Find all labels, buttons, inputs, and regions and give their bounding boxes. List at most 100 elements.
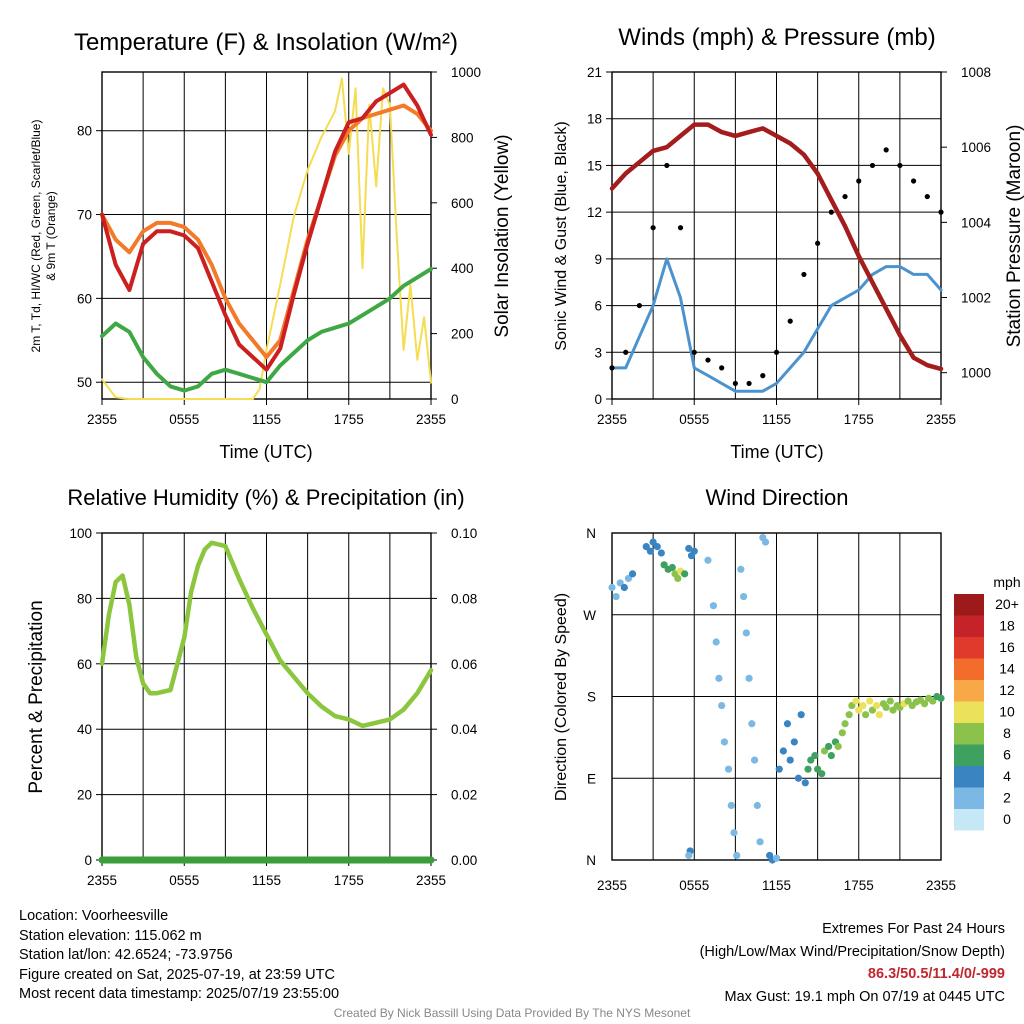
legend-swatch <box>954 701 984 723</box>
direction-point <box>685 851 693 860</box>
chart-title: Winds (mph) & Pressure (mb) <box>618 24 935 51</box>
direction-point <box>824 742 833 751</box>
y-tick-label-left: 12 <box>587 205 602 220</box>
y-tick-label-left: 20 <box>77 788 92 803</box>
legend-title: mph <box>993 574 1020 590</box>
y-tick-label-left: 100 <box>69 526 92 541</box>
direction-point <box>753 801 761 810</box>
gust-point <box>828 209 834 215</box>
gust-point <box>664 162 670 169</box>
legend-swatch <box>954 680 984 702</box>
y-tick-label-left: N <box>586 526 596 541</box>
direction-point <box>628 570 637 578</box>
gust-point <box>636 302 643 309</box>
direction-point <box>730 829 738 837</box>
y-tick-label-left: 60 <box>77 657 92 672</box>
series-rh <box>99 540 434 729</box>
direction-point <box>742 629 750 637</box>
extremes-info: Extremes For Past 24 Hours (High/Low/Max… <box>700 918 1005 1008</box>
gust-point <box>719 365 725 371</box>
gust-point <box>924 193 930 200</box>
y-tick-label-right: 0.00 <box>451 853 477 868</box>
x-tick-label: 0555 <box>169 873 199 888</box>
gust-point <box>801 271 807 278</box>
direction-point <box>801 779 809 787</box>
direction-point <box>937 694 945 702</box>
direction-point <box>834 742 842 751</box>
legend-label: 10 <box>999 704 1015 720</box>
y-tick-label-right: 200 <box>451 327 474 342</box>
max-gust: Max Gust: 19.1 mph On 07/19 at 0445 UTC <box>724 988 1005 1005</box>
station-location: Location: Voorheesville <box>19 908 169 924</box>
y-tick-label-left: 80 <box>77 124 92 139</box>
x-tick-label: 0555 <box>679 878 709 893</box>
y-axis-label-right: Solar Insolation (Yellow) <box>492 134 513 337</box>
y-tick-label-right: 1006 <box>961 140 991 155</box>
legend-swatch <box>954 637 984 659</box>
x-tick-label: 1155 <box>252 412 281 427</box>
y-tick-label-left: 15 <box>587 158 602 173</box>
direction-point <box>786 756 794 764</box>
gust-point <box>910 178 917 184</box>
y-tick-label-left: 50 <box>77 375 92 390</box>
station-info: Location: Voorheesville Station elevatio… <box>19 907 339 1005</box>
direction-point <box>674 574 682 583</box>
y-tick-label-left: 9 <box>594 252 602 267</box>
direction-point <box>608 583 616 592</box>
gust-point <box>760 373 766 379</box>
y-tick-label-right: 0.06 <box>451 657 477 672</box>
y-axis-label-left: Sonic Wind & Gust (Blue, Black) <box>553 121 570 350</box>
x-tick-label: 1755 <box>844 878 874 893</box>
x-tick-label: 1155 <box>252 873 281 888</box>
gust-point <box>677 225 684 231</box>
y-tick-label-right: 800 <box>451 130 474 145</box>
y-axis-label-left: Percent & Precipitation <box>26 600 47 793</box>
x-tick-label: 1155 <box>762 878 791 893</box>
legend-swatch <box>954 723 984 745</box>
y-axis-label-left: 2m T, Td, HI/WC (Red, Green, Scarlet/Blu… <box>29 120 43 353</box>
y-tick-label-right: 400 <box>451 261 474 276</box>
direction-point <box>804 765 812 773</box>
direction-point <box>727 801 735 810</box>
extremes-subtitle: (High/Low/Max Wind/Precipitation/Snow De… <box>699 943 1005 960</box>
direction-point <box>745 674 753 682</box>
x-tick-label: 2355 <box>87 412 117 427</box>
credit-text: Created By Nick Bassill Using Data Provi… <box>333 1006 691 1020</box>
direction-point <box>859 701 867 710</box>
direction-point <box>715 674 723 682</box>
series-temp_2m <box>100 82 433 372</box>
legend-label: 18 <box>999 618 1015 634</box>
direction-point <box>783 720 792 728</box>
x-tick-label: 2355 <box>926 412 956 427</box>
y-tick-label-left: 0 <box>594 392 602 407</box>
legend-label: 16 <box>999 639 1015 655</box>
legend-label: 6 <box>1003 747 1011 763</box>
y-tick-label-right: 600 <box>451 196 474 211</box>
gust-point <box>609 365 615 371</box>
direction-point <box>646 547 654 555</box>
gust-point <box>623 349 629 355</box>
figure-created: Figure created on Sat, 2025-07-19, at 23… <box>19 966 335 983</box>
y-tick-label-left: 70 <box>77 208 92 223</box>
x-tick-label: 0555 <box>679 412 709 427</box>
gust-point <box>856 178 862 184</box>
chart-title: Wind Direction <box>705 485 848 510</box>
direction-point <box>733 851 741 860</box>
direction-point <box>872 701 881 710</box>
x-tick-label: 2355 <box>597 412 627 427</box>
direction-point <box>775 765 783 773</box>
legend-swatch <box>954 809 984 831</box>
x-tick-label: 0555 <box>169 412 199 427</box>
direction-point <box>750 756 759 764</box>
series-pressure <box>609 122 944 372</box>
extremes-title: Extremes For Past 24 Hours <box>822 921 1005 937</box>
legend-swatch <box>954 766 984 788</box>
x-tick-label: 2355 <box>416 873 446 888</box>
direction-point <box>690 547 698 555</box>
x-tick-label: 1755 <box>334 873 364 888</box>
y-tick-label-right: 1004 <box>961 215 992 230</box>
gust-point <box>691 349 697 355</box>
gust-point <box>773 349 780 355</box>
direction-point <box>862 711 870 719</box>
